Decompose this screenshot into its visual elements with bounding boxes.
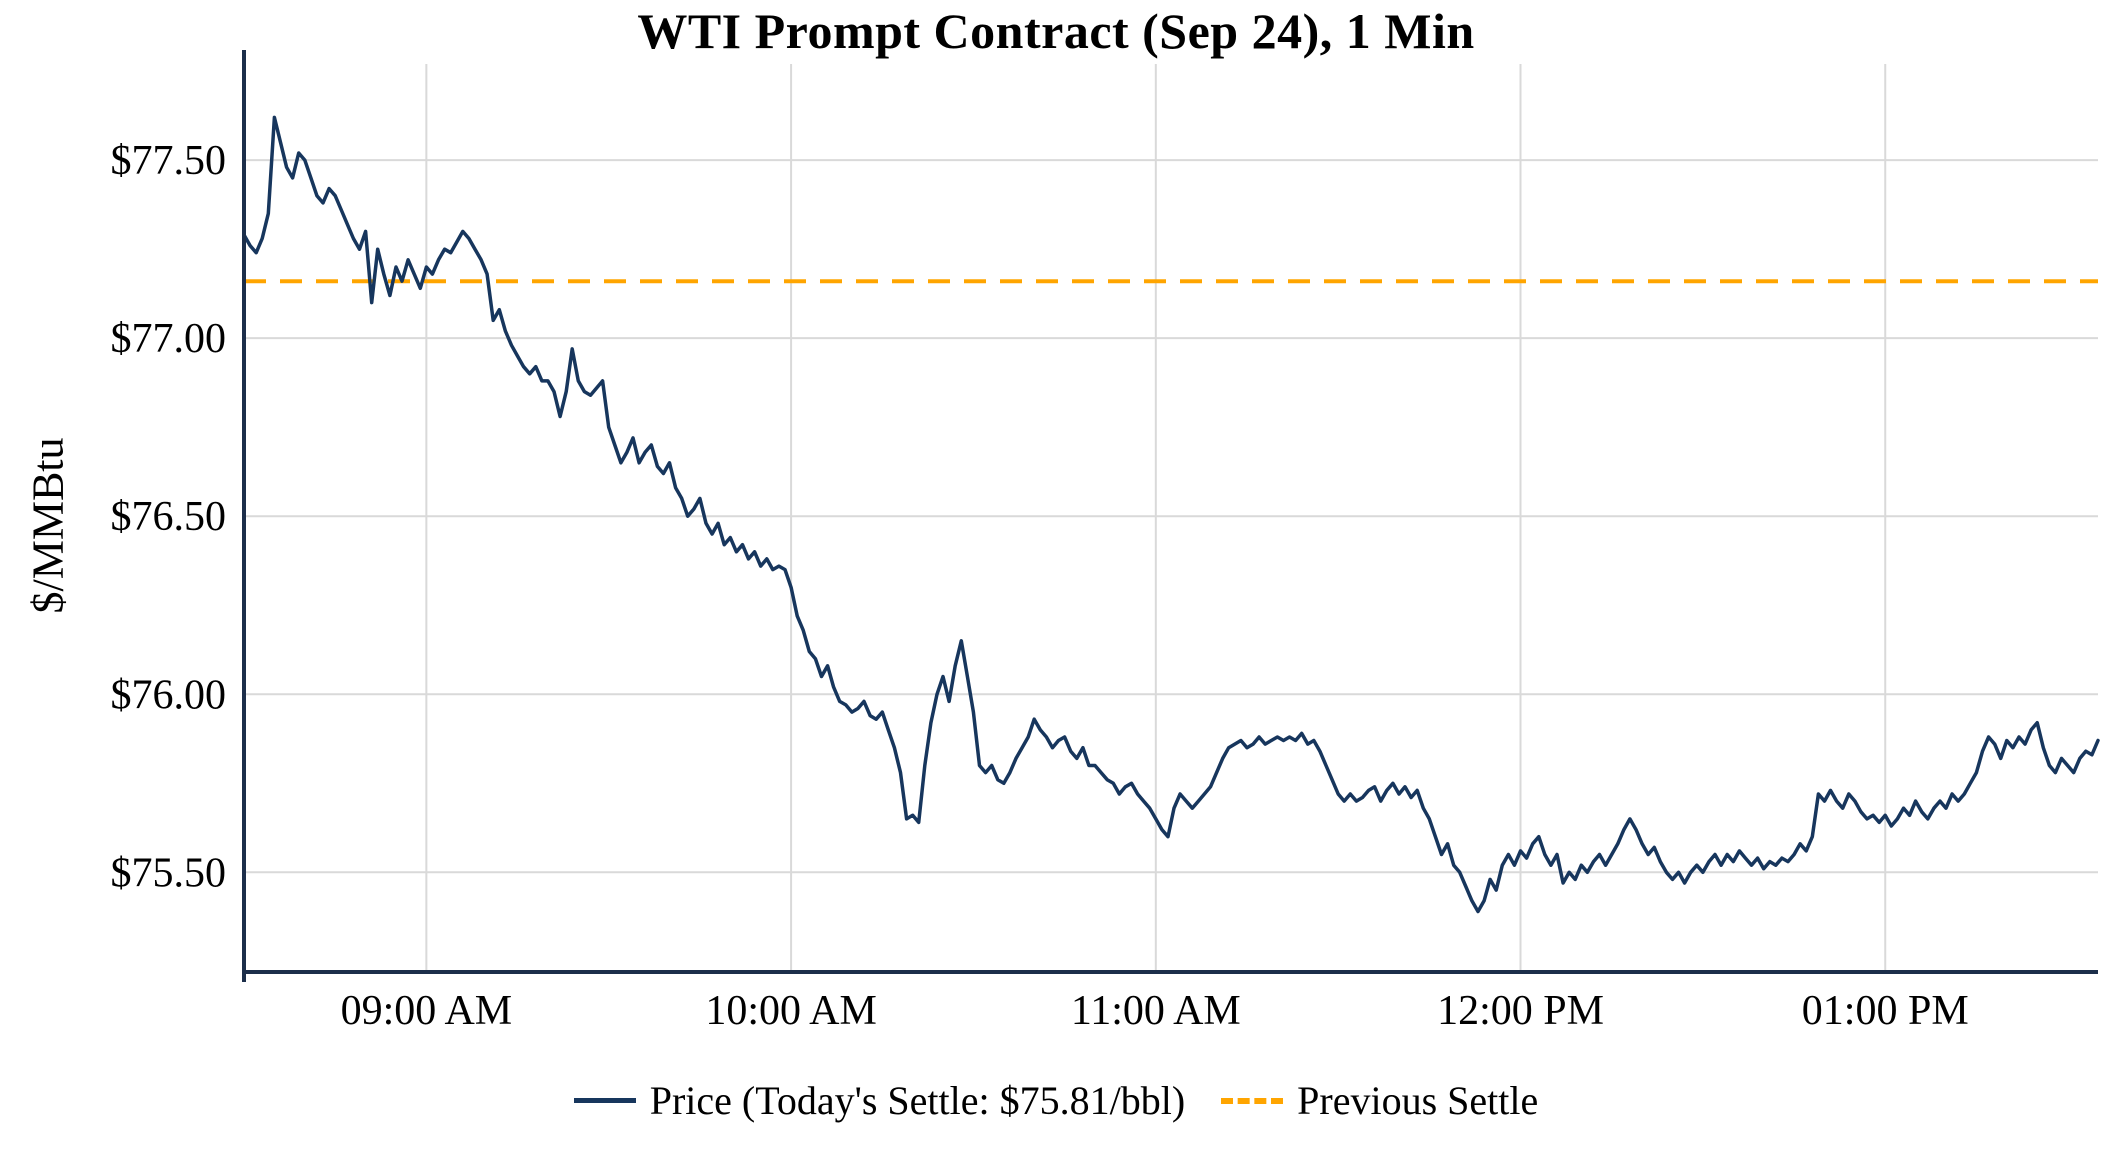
price-line-sample [573,1098,636,1103]
x-tick-label: 11:00 AM [1071,988,1241,1034]
chart-title: WTI Prompt Contract (Sep 24), 1 Min [637,3,1475,59]
y-tick-label: $76.00 [111,672,227,718]
y-tick-label: $77.00 [111,316,227,362]
y-tick-label: $76.50 [111,494,227,540]
x-tick-label: 12:00 PM [1437,988,1604,1034]
legend-label-price: Price (Today's Settle: $75.81/bbl) [649,1078,1186,1123]
x-tick-label: 10:00 AM [705,988,877,1034]
y-tick-label: $77.50 [111,138,227,184]
legend-label-previous-settle: Previous Settle [1297,1078,1539,1123]
legend-item-price: Price (Today's Settle: $75.81/bbl) [573,1077,1186,1124]
x-tick-label: 09:00 AM [341,988,513,1034]
y-tick-label: $75.50 [111,850,227,896]
y-axis-label: $/MMBtu [23,437,73,614]
previous-settle-line-sample [1221,1097,1284,1104]
price-line [242,115,2100,914]
x-tick-label: 01:00 PM [1802,988,1969,1034]
legend-item-previous-settle: Previous Settle [1221,1077,1538,1124]
legend: Price (Today's Settle: $75.81/bbl) Previ… [0,1077,2112,1124]
